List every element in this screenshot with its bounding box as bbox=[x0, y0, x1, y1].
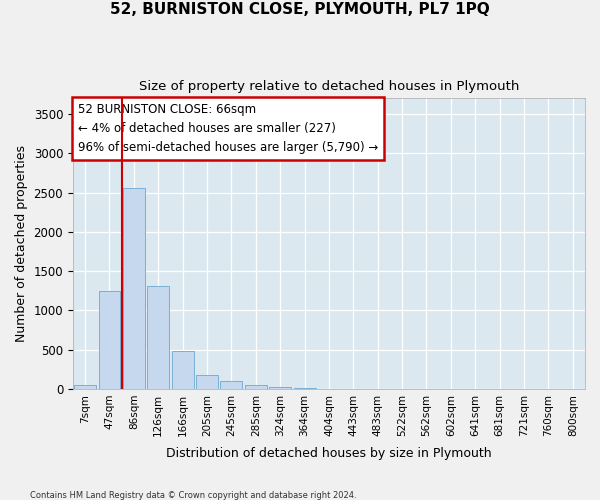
Bar bbox=[98, 290, 121, 389]
Bar bbox=[172, 351, 194, 389]
Bar bbox=[196, 375, 218, 389]
Bar bbox=[147, 286, 169, 389]
Bar bbox=[269, 386, 291, 389]
Bar bbox=[245, 385, 267, 389]
Text: 52, BURNISTON CLOSE, PLYMOUTH, PL7 1PQ: 52, BURNISTON CLOSE, PLYMOUTH, PL7 1PQ bbox=[110, 2, 490, 18]
Y-axis label: Number of detached properties: Number of detached properties bbox=[15, 145, 28, 342]
X-axis label: Distribution of detached houses by size in Plymouth: Distribution of detached houses by size … bbox=[166, 447, 492, 460]
Text: 52 BURNISTON CLOSE: 66sqm
← 4% of detached houses are smaller (227)
96% of semi-: 52 BURNISTON CLOSE: 66sqm ← 4% of detach… bbox=[78, 102, 378, 154]
Bar bbox=[123, 188, 145, 389]
Bar bbox=[293, 388, 316, 389]
Bar bbox=[74, 385, 96, 389]
Bar bbox=[220, 381, 242, 389]
Title: Size of property relative to detached houses in Plymouth: Size of property relative to detached ho… bbox=[139, 80, 519, 93]
Text: Contains HM Land Registry data © Crown copyright and database right 2024.: Contains HM Land Registry data © Crown c… bbox=[30, 490, 356, 500]
